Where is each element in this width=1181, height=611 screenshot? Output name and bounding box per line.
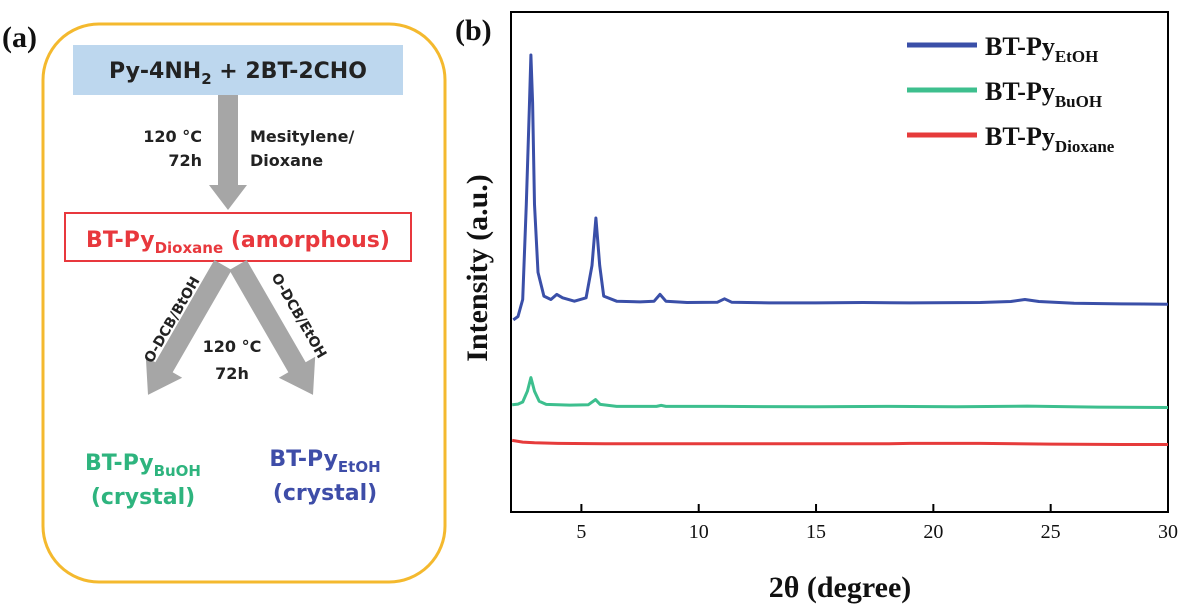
arrow-down [209, 95, 247, 210]
product-left-state: (crystal) [91, 485, 195, 510]
x-tick-label: 10 [689, 521, 709, 543]
mid-time: 72h [215, 364, 249, 383]
start-reagents: Py-4NH2 + 2BT-2CHO [109, 59, 367, 88]
product-right-state: (crystal) [273, 481, 377, 506]
panel-b-label: (b) [455, 14, 492, 47]
arrow-right [229, 260, 316, 395]
panel-a-label: (a) [2, 21, 37, 54]
plot-frame [510, 11, 1169, 513]
start-box [73, 45, 403, 95]
series-layer [511, 53, 1169, 446]
x-tick-label: 30 [1158, 521, 1178, 543]
mid-temp: 120 °C [203, 337, 262, 356]
top-solvent-1: Mesitylene/ [250, 127, 354, 146]
series-line-buoh [512, 376, 1169, 409]
scheme-frame [41, 22, 447, 584]
x-axis: 5 10 15 20 25 30 [576, 504, 1178, 543]
series-line-etoh [512, 53, 1169, 322]
x-tick-label: 15 [806, 521, 826, 543]
intermediate-label: BT-PyDioxane (amorphous) [86, 228, 390, 257]
x-tick-label: 20 [923, 521, 943, 543]
top-solvent-2: Dioxane [250, 151, 323, 170]
series-line-dioxane [511, 438, 1168, 446]
arrow-left [145, 260, 232, 395]
x-axis-label: 2θ (degree) [769, 571, 912, 604]
top-time: 72h [168, 151, 202, 170]
x-tick-label: 5 [576, 521, 586, 543]
top-temp: 120 °C [143, 127, 202, 146]
product-left: BT-PyBuOH [85, 451, 201, 480]
legend-label-etoh: BT-PyEtOH [985, 32, 1098, 66]
legend-label-dioxane: BT-PyDioxane [985, 122, 1115, 156]
y-axis-label: Intensity (a.u.) [461, 174, 494, 362]
legend-label-buoh: BT-PyBuOH [985, 77, 1102, 111]
intermediate-box [64, 212, 412, 262]
xrd-chart: 5 10 15 20 25 30 BT-PyEtOH BT-PyBuOH BT-PyDioxa… [461, 11, 1178, 604]
legend: BT-PyEtOH BT-PyBuOH BT-PyDioxane [907, 32, 1115, 156]
x-tick-label: 25 [1041, 521, 1061, 543]
product-right: BT-PyEtOH [269, 447, 380, 476]
